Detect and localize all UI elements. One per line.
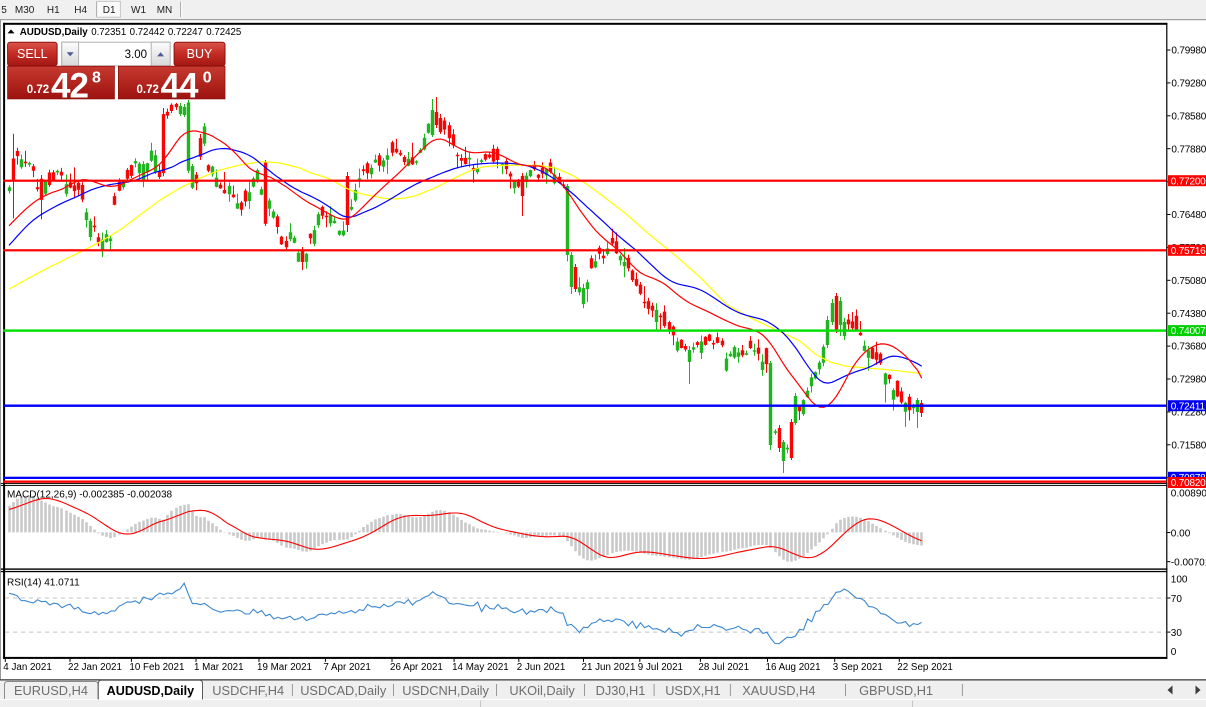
svg-text:0.72425: 0.72425 [206, 27, 241, 38]
svg-text:0.71580: 0.71580 [1171, 440, 1206, 451]
svg-text:0.74007: 0.74007 [1171, 326, 1206, 337]
svg-text:BUY: BUY [187, 47, 213, 61]
svg-text:28 Jul 2021: 28 Jul 2021 [698, 662, 749, 673]
svg-text:9 Jul 2021: 9 Jul 2021 [638, 662, 683, 673]
svg-text:M30: M30 [15, 5, 35, 16]
svg-text:26 Apr 2021: 26 Apr 2021 [390, 662, 443, 673]
svg-text:H4: H4 [74, 5, 87, 16]
svg-text:H1: H1 [47, 5, 60, 16]
svg-text:0: 0 [1171, 647, 1177, 658]
svg-text:USDCHF,H4: USDCHF,H4 [212, 683, 284, 698]
svg-text:21 Jun 2021: 21 Jun 2021 [582, 662, 636, 673]
svg-text:SELL: SELL [17, 47, 48, 61]
svg-text:19 Mar 2021: 19 Mar 2021 [257, 662, 312, 673]
svg-text:UKOil,Daily: UKOil,Daily [509, 683, 575, 698]
svg-text:70: 70 [1171, 594, 1183, 605]
svg-text:5: 5 [1, 5, 7, 16]
svg-text:0.74380: 0.74380 [1171, 309, 1206, 320]
svg-text:7 Apr 2021: 7 Apr 2021 [323, 662, 370, 673]
svg-text:0.76480: 0.76480 [1171, 210, 1206, 221]
svg-text:0.77200: 0.77200 [1171, 176, 1206, 187]
svg-text:42: 42 [51, 67, 88, 106]
svg-text:W1: W1 [131, 5, 146, 16]
svg-text:10 Feb 2021: 10 Feb 2021 [129, 662, 184, 673]
svg-text:22 Jan 2021: 22 Jan 2021 [68, 662, 122, 673]
svg-text:30: 30 [1171, 628, 1183, 639]
svg-text:D1: D1 [103, 5, 116, 16]
svg-text:3 Sep 2021: 3 Sep 2021 [833, 662, 883, 673]
svg-text:0.72280: 0.72280 [1171, 408, 1206, 419]
svg-text:EURUSD,H4: EURUSD,H4 [14, 683, 88, 698]
svg-text:-0.00701: -0.00701 [1171, 557, 1206, 568]
svg-text:DJ30,H1: DJ30,H1 [596, 683, 646, 698]
svg-text:0.79980: 0.79980 [1171, 46, 1206, 57]
svg-text:USDCAD,Daily: USDCAD,Daily [300, 683, 387, 698]
svg-text:0.72: 0.72 [27, 84, 49, 96]
svg-text:MN: MN [157, 5, 173, 16]
svg-text:4 Jan 2021: 4 Jan 2021 [3, 662, 51, 673]
svg-text:0.75716: 0.75716 [1171, 246, 1206, 257]
svg-text:0.72351: 0.72351 [91, 27, 126, 38]
svg-text:0.70820: 0.70820 [1171, 478, 1206, 489]
svg-text:XAUUSD,H4: XAUUSD,H4 [742, 683, 815, 698]
svg-text:16 Aug 2021: 16 Aug 2021 [766, 662, 821, 673]
svg-text:3.00: 3.00 [125, 49, 147, 61]
svg-text:GBPUSD,H1: GBPUSD,H1 [859, 683, 933, 698]
svg-text:100: 100 [1171, 575, 1188, 586]
svg-text:USDCNH,Daily: USDCNH,Daily [402, 683, 489, 698]
svg-text:22 Sep 2021: 22 Sep 2021 [897, 662, 953, 673]
svg-text:0.72: 0.72 [137, 84, 159, 96]
svg-text:0.77880: 0.77880 [1171, 144, 1206, 155]
svg-text:0.75080: 0.75080 [1171, 276, 1206, 287]
svg-text:MACD(12,26,9) -0.002385 -0.002: MACD(12,26,9) -0.002385 -0.002038 [7, 490, 173, 501]
svg-text:2 Jun 2021: 2 Jun 2021 [517, 662, 565, 673]
svg-text:44: 44 [161, 67, 199, 106]
svg-text:0.73680: 0.73680 [1171, 342, 1206, 353]
svg-text:14 May 2021: 14 May 2021 [452, 662, 509, 673]
svg-text:AUDUSD,Daily: AUDUSD,Daily [107, 684, 194, 698]
svg-text:0.72411: 0.72411 [1171, 401, 1206, 412]
svg-text:0.79280: 0.79280 [1171, 79, 1206, 90]
svg-text:0.72980: 0.72980 [1171, 375, 1206, 386]
svg-text:0.72442: 0.72442 [130, 27, 165, 38]
svg-text:RSI(14) 41.0711: RSI(14) 41.0711 [7, 578, 80, 589]
svg-text:AUDUSD,Daily: AUDUSD,Daily [20, 27, 89, 38]
svg-text:0.008904: 0.008904 [1171, 489, 1206, 500]
svg-text:USDX,H1: USDX,H1 [665, 683, 720, 698]
svg-text:0.78580: 0.78580 [1171, 111, 1206, 122]
svg-text:0.00: 0.00 [1171, 528, 1191, 539]
svg-text:0.72247: 0.72247 [168, 27, 203, 38]
svg-text:8: 8 [92, 70, 101, 87]
svg-text:0: 0 [203, 70, 212, 87]
svg-text:1 Mar 2021: 1 Mar 2021 [194, 662, 244, 673]
